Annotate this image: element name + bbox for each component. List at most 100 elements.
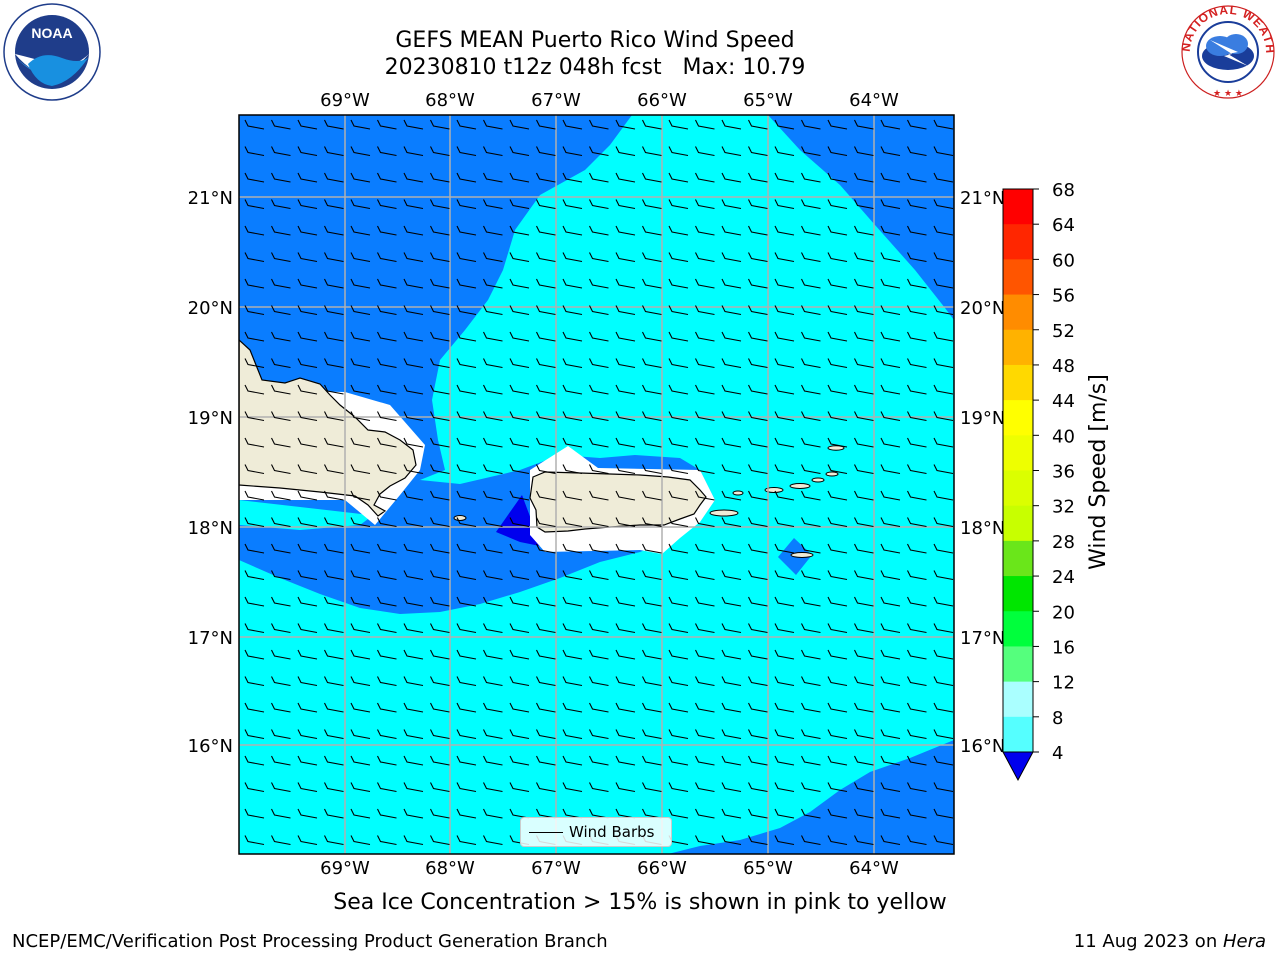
wind-barb: [642, 119, 662, 130]
wind-barb: [456, 119, 477, 130]
wind-barb: [854, 808, 874, 819]
wind-barb: [642, 278, 662, 289]
wind-barb: [668, 252, 689, 263]
wind-barb: [642, 331, 662, 342]
wind-barb: [933, 755, 954, 766]
wind-barb: [350, 411, 371, 422]
wind-barb: [854, 437, 874, 448]
wind-barb: [377, 464, 397, 475]
wind-barb: [536, 146, 556, 157]
wind-barb: [483, 252, 503, 263]
wind-barb: [827, 199, 848, 210]
wind-barb: [350, 490, 371, 501]
wind-barb: [403, 358, 424, 369]
wind-barb: [324, 437, 344, 448]
wind-barb: [748, 729, 768, 740]
wind-barb: [774, 225, 795, 236]
wind-barb: [509, 596, 530, 607]
wind-barb: [721, 278, 742, 289]
wind-barb: [562, 729, 583, 740]
wind-barb: [244, 570, 265, 581]
wind-barb: [244, 225, 265, 236]
wind-barb: [880, 729, 901, 740]
wind-barb: [801, 278, 821, 289]
wind-barb: [509, 649, 530, 660]
wind-barb: [801, 199, 821, 210]
wind-barb: [271, 331, 291, 342]
wind-barb: [668, 543, 689, 554]
wind-barb: [589, 543, 609, 554]
wind-barb: [695, 411, 715, 422]
wind-barb: [695, 225, 715, 236]
wind-barb: [509, 199, 530, 210]
wind-barb: [483, 596, 503, 607]
wind-barb: [668, 437, 689, 448]
wind-barb: [350, 596, 371, 607]
graticule: [239, 115, 954, 854]
wind-barb: [854, 278, 874, 289]
wind-barb: [907, 225, 927, 236]
wind-barb: [271, 490, 291, 501]
wind-barb: [297, 437, 318, 448]
wind-barb: [615, 172, 636, 183]
wind-barb: [880, 835, 901, 846]
wind-barb: [562, 676, 583, 687]
wind-barb: [244, 305, 265, 316]
colorbar-tick-label: 40: [1052, 426, 1075, 447]
wind-barb: [907, 729, 927, 740]
lat-label-right: 19°N: [960, 408, 1005, 429]
wind-barb: [827, 278, 848, 289]
wind-barb: [483, 517, 503, 528]
wind-barb: [350, 384, 371, 395]
wind-barb: [483, 782, 503, 793]
wind-barb: [509, 464, 530, 475]
wind-barb: [430, 782, 450, 793]
wind-barb: [748, 596, 768, 607]
wind-barb: [483, 676, 503, 687]
wind-barb: [403, 252, 424, 263]
wind-barb: [827, 384, 848, 395]
wind-barb: [509, 252, 530, 263]
lat-label-right: 20°N: [960, 298, 1005, 319]
wind-barb: [271, 119, 291, 130]
wind-barb: [297, 596, 318, 607]
wind-barb: [536, 119, 556, 130]
colorbar-tick-label: 32: [1052, 497, 1075, 518]
wind-barb: [774, 278, 795, 289]
wind-barb: [615, 437, 636, 448]
wind-barb: [377, 835, 397, 846]
wind-barb: [907, 278, 927, 289]
wind-barb: [615, 225, 636, 236]
wind-barb: [668, 305, 689, 316]
wind-barb: [668, 358, 689, 369]
wind-barb: [801, 835, 821, 846]
wind-barb: [801, 384, 821, 395]
wind-barb: [827, 702, 848, 713]
wind-barb: [907, 782, 927, 793]
wind-barb: [324, 596, 344, 607]
wind-barb: [827, 252, 848, 263]
wind-barb: [880, 623, 901, 634]
wind-barb: [456, 384, 477, 395]
wind-barb: [801, 570, 821, 581]
wind-barb: [430, 543, 450, 554]
wind-barb: [774, 464, 795, 475]
wind-barb: [377, 305, 397, 316]
wind-barb: [907, 146, 927, 157]
wind-barb: [350, 782, 371, 793]
wind-barb: [880, 464, 901, 475]
wind-barb: [377, 649, 397, 660]
wind-barb: [536, 305, 556, 316]
wind-barb: [721, 808, 742, 819]
wind-barb: [456, 252, 477, 263]
wind-barb: [536, 702, 556, 713]
wind-barb: [827, 570, 848, 581]
wind-barb: [430, 676, 450, 687]
wind-barb: [350, 225, 371, 236]
wind-barb: [854, 570, 874, 581]
wind-barb: [827, 517, 848, 528]
wind-barb: [483, 570, 503, 581]
wind-barb: [536, 596, 556, 607]
wind-barb: [403, 119, 424, 130]
colorbar-tick-label: 48: [1052, 356, 1075, 377]
